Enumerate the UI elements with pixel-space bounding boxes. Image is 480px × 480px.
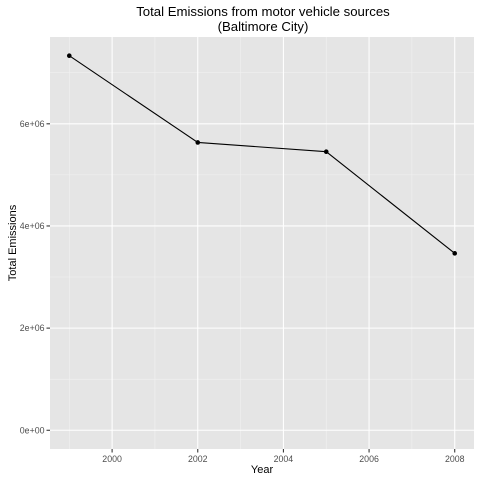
chart-subtitle: (Baltimore City) bbox=[218, 19, 309, 34]
x-tick-label: 2004 bbox=[274, 454, 294, 464]
x-axis-title: Year bbox=[251, 464, 274, 476]
data-point bbox=[323, 149, 329, 154]
data-point bbox=[195, 140, 201, 145]
data-point bbox=[66, 53, 72, 59]
y-axis-title: Total Emissions bbox=[7, 204, 19, 281]
x-tick-label: 2002 bbox=[188, 454, 208, 464]
y-tick-label: 2e+06 bbox=[20, 323, 45, 333]
data-series bbox=[66, 53, 458, 256]
y-tick-label: 4e+06 bbox=[20, 221, 45, 231]
data-point bbox=[452, 251, 458, 256]
y-tick-label: 6e+06 bbox=[20, 119, 45, 129]
x-tick-label: 2008 bbox=[445, 454, 465, 464]
chart-title: Total Emissions from motor vehicle sourc… bbox=[136, 4, 390, 19]
series-line bbox=[68, 55, 456, 254]
axes: 2000 2002 2004 2006 2008 0e+00 2e+06 4e+06 6e+06 bbox=[20, 119, 465, 464]
x-tick-label: 2000 bbox=[102, 454, 122, 464]
plot-panel bbox=[50, 37, 474, 449]
grid-lines bbox=[50, 37, 474, 449]
x-tick-label: 2006 bbox=[359, 454, 379, 464]
y-tick-label: 0e+00 bbox=[20, 425, 45, 435]
